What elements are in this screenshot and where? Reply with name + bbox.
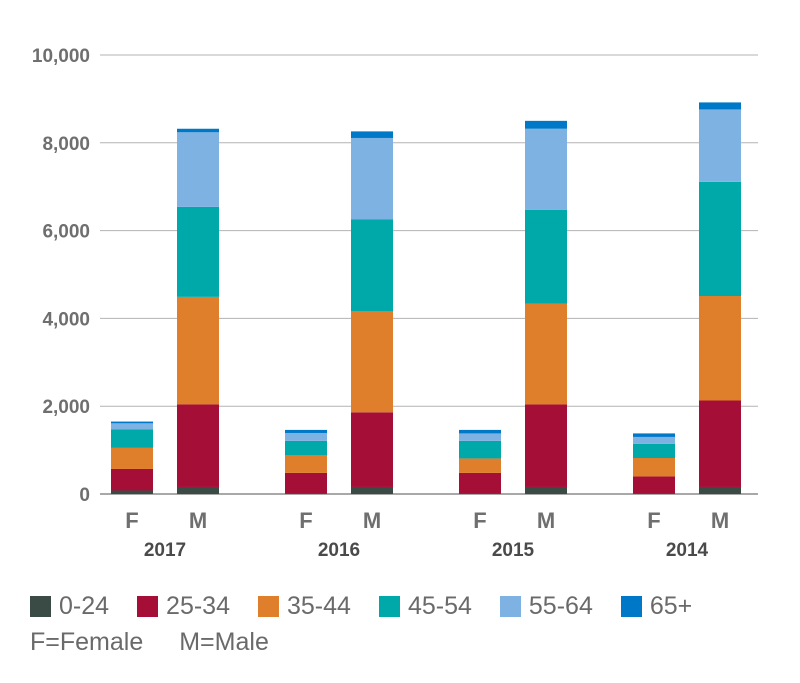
bar-segment-65+ xyxy=(177,128,219,133)
legend-label: 65+ xyxy=(649,591,693,620)
legend-swatch xyxy=(258,595,279,617)
bar-segment-45-54 xyxy=(525,209,567,304)
bar-segment-25-34 xyxy=(699,400,741,487)
bar-segment-35-44 xyxy=(525,303,567,405)
sex-label: M xyxy=(711,508,729,533)
bar-segment-45-54 xyxy=(459,440,501,459)
y-axis-ticks: 0 2,000 4,000 6,000 8,000 10,000 xyxy=(32,46,90,506)
bar-segment-65+ xyxy=(351,131,393,138)
year-label: 2017 xyxy=(144,540,186,561)
y-tick-label: 0 xyxy=(79,485,90,506)
bar-segment-25-34 xyxy=(633,476,675,494)
bar-segment-45-54 xyxy=(111,429,153,448)
legend-item: 65+ xyxy=(620,591,693,621)
legend-swatch xyxy=(30,595,51,617)
sex-label: F xyxy=(299,508,312,533)
bar-segment-45-54 xyxy=(351,219,393,312)
bar-segment-55-64 xyxy=(111,423,153,430)
legend-label: 35-44 xyxy=(287,591,351,620)
legend-item: 35-44 xyxy=(258,592,351,621)
bar-segment-65+ xyxy=(699,102,741,110)
bar-segment-25-34 xyxy=(351,412,393,487)
bar-segment-35-44 xyxy=(177,296,219,405)
bar-segment-55-64 xyxy=(351,137,393,220)
bar-segment-25-34 xyxy=(525,404,567,487)
sex-label: M xyxy=(189,508,207,533)
bar-segment-0-24 xyxy=(525,486,567,494)
y-tick-label: 6,000 xyxy=(42,222,90,243)
year-label: 2014 xyxy=(666,540,709,561)
legend-label: 55-64 xyxy=(528,591,593,620)
sex-label: F xyxy=(647,508,660,533)
sex-label: M xyxy=(363,508,381,533)
legend-swatch xyxy=(620,595,642,617)
bars xyxy=(111,102,741,494)
y-tick-label: 2,000 xyxy=(42,397,90,418)
legend-swatch xyxy=(378,595,400,617)
bar-segment-25-34 xyxy=(459,472,501,494)
bar-segment-35-44 xyxy=(459,458,501,473)
legend-item: 0-24 xyxy=(30,592,109,621)
y-tick-label: 4,000 xyxy=(42,309,90,330)
bar-segment-0-24 xyxy=(177,486,219,494)
bar-segment-45-54 xyxy=(177,206,219,297)
bar-segment-65+ xyxy=(459,429,501,434)
bar-segment-55-64 xyxy=(633,436,675,444)
bar-segment-25-34 xyxy=(285,472,327,494)
bar-segment-55-64 xyxy=(177,132,219,207)
bar-segment-0-24 xyxy=(699,486,741,494)
legend-item: 45-54 xyxy=(378,591,472,621)
bar-segment-35-44 xyxy=(699,296,741,401)
legend-item: 55-64 xyxy=(499,591,593,621)
bar-segment-65+ xyxy=(111,421,153,424)
legend: 0-24 25-34 35-44 45-54 55-64 65+ F=Female M=M… xyxy=(30,588,790,660)
bar-segment-0-24 xyxy=(111,490,153,494)
legend-swatch xyxy=(499,595,521,617)
bar-segment-45-54 xyxy=(285,440,327,456)
bar-segment-35-44 xyxy=(285,455,327,473)
sex-label: F xyxy=(473,508,486,533)
bar-segment-45-54 xyxy=(699,181,741,297)
bar-segment-65+ xyxy=(285,429,327,433)
bar-segment-25-34 xyxy=(111,468,153,491)
y-tick-label: 8,000 xyxy=(42,134,90,155)
y-tick-label: 10,000 xyxy=(32,46,90,67)
sex-label: F xyxy=(125,508,138,533)
legend-note-male: M=Male xyxy=(179,627,269,656)
year-label: 2016 xyxy=(318,540,360,561)
legend-label: 45-54 xyxy=(407,591,472,620)
legend-note-row: F=Female M=Male xyxy=(30,624,790,660)
bar-segment-55-64 xyxy=(459,433,501,441)
legend-note-female: F=Female xyxy=(30,627,144,656)
bar-segment-35-44 xyxy=(633,458,675,477)
bar-segment-45-54 xyxy=(633,443,675,459)
bar-segment-55-64 xyxy=(699,109,741,182)
bar-segment-65+ xyxy=(525,120,567,129)
legend-label: 0-24 xyxy=(59,591,110,620)
bar-segment-25-34 xyxy=(177,404,219,487)
year-label: 2015 xyxy=(492,540,535,561)
bar-segment-0-24 xyxy=(351,486,393,494)
sex-label: M xyxy=(537,508,555,533)
bar-segment-35-44 xyxy=(351,311,393,413)
bar-segment-65+ xyxy=(633,433,675,437)
bar-segment-35-44 xyxy=(111,447,153,469)
legend-label: 25-34 xyxy=(166,591,230,620)
legend-swatch xyxy=(137,595,159,617)
bar-segment-55-64 xyxy=(285,432,327,441)
legend-series-row: 0-24 25-34 35-44 45-54 55-64 65+ xyxy=(30,588,790,624)
legend-item: 25-34 xyxy=(137,592,230,621)
bar-segment-55-64 xyxy=(525,128,567,210)
